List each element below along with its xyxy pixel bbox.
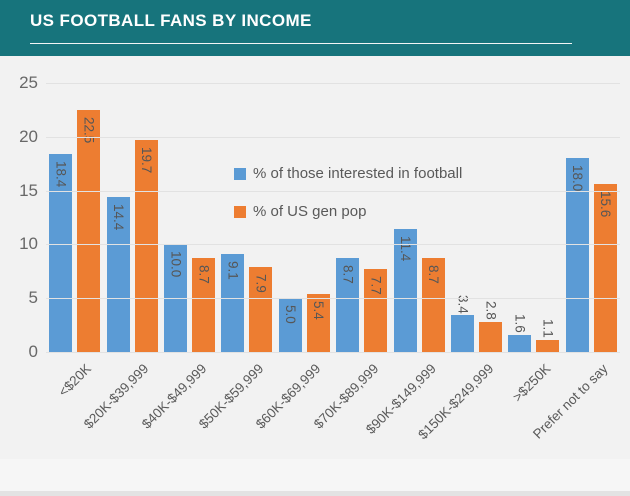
gridline-0 — [46, 352, 620, 353]
bar-value-label: 10.0 — [168, 251, 184, 278]
title-underline — [30, 43, 572, 44]
bar: 7.9 — [249, 267, 273, 352]
legend-swatch-icon — [234, 167, 246, 180]
chart-title: US FOOTBALL FANS BY INCOME — [30, 11, 312, 30]
bar: 1.1 — [536, 319, 560, 352]
bar: 2.8 — [479, 301, 503, 352]
gridline-15 — [46, 190, 620, 192]
legend-swatch-icon — [234, 205, 246, 218]
x-axis-labels: <$20K $20K-$39,999 $40K-$49,999 $50K-$59,99… — [46, 354, 620, 494]
bar-value-label: 18.0 — [570, 165, 586, 192]
bar: 5.0 — [278, 298, 302, 352]
bar-group: 18.0 15.6 — [563, 83, 620, 352]
bar-group: 1.6 1.1 — [505, 83, 562, 352]
legend-item: % of those interested in football — [234, 165, 462, 182]
x-category-label: <$20K — [55, 361, 95, 400]
bar-value-label: 7.7 — [368, 276, 384, 295]
bar-value-label: 19.7 — [138, 147, 154, 174]
bar: 8.7 — [336, 258, 360, 352]
bar: 19.7 — [134, 140, 158, 352]
legend-label: % of US gen pop — [253, 203, 367, 220]
bar: 22.5 — [77, 109, 101, 352]
bar-value-label: 3.4 — [455, 294, 471, 314]
x-category-label: >$250K — [509, 361, 554, 405]
bar: 1.6 — [508, 314, 532, 352]
y-tick-label: 5 — [28, 288, 38, 308]
bar-value-label: 1.1 — [540, 319, 556, 339]
plot-area: 18.4 22.5 14.4 19.7 10.0 8.7 9.1 7.9 5.0 5.4 8.7 7.… — [46, 83, 620, 353]
bar-value-label: 5.4 — [311, 300, 327, 320]
bar: 15.6 — [593, 184, 617, 352]
lower-band — [0, 459, 630, 491]
gridline-5 — [46, 298, 620, 300]
bar: 11.4 — [393, 229, 417, 352]
bar-groups: 18.4 22.5 14.4 19.7 10.0 8.7 9.1 7.9 5.0 5.4 8.7 7.… — [46, 83, 620, 352]
bar: 8.7 — [192, 258, 216, 352]
y-tick-label: 20 — [19, 126, 38, 146]
bar-value-label: 14.4 — [110, 204, 126, 231]
chart-header: US FOOTBALL FANS BY INCOME — [0, 0, 630, 56]
bar-group: 8.7 7.7 — [333, 83, 390, 352]
bar-group: 5.0 5.4 — [276, 83, 333, 352]
bar: 18.4 — [49, 154, 73, 352]
legend-item: % of US gen pop — [234, 203, 366, 220]
bar: 9.1 — [221, 254, 245, 352]
bar: 3.4 — [451, 295, 475, 352]
bar-value-label: 7.9 — [253, 274, 269, 293]
y-tick-label: 0 — [28, 342, 38, 361]
bar-value-label: 18.4 — [53, 161, 69, 188]
gridline-20 — [46, 136, 620, 138]
legend-label: % of those interested in football — [253, 165, 463, 182]
bar-value-label: 1.6 — [512, 314, 528, 333]
y-tick-label: 15 — [19, 180, 38, 200]
bar: 14.4 — [106, 197, 130, 352]
bar: 7.7 — [364, 269, 388, 352]
bar-value-label: 22.5 — [81, 116, 97, 144]
gridline-25 — [46, 83, 620, 84]
bar-value-label: 8.7 — [340, 265, 356, 285]
y-tick-label: 10 — [19, 234, 38, 254]
bar-group: 10.0 8.7 — [161, 83, 218, 352]
bottom-strip — [0, 491, 630, 496]
gridline-10 — [46, 244, 620, 246]
y-axis-labels: 0 5 10 15 20 25 — [0, 73, 38, 361]
bar-group: 3.4 2.8 — [448, 83, 505, 352]
bar: 18.0 — [565, 158, 589, 352]
bar: 8.7 — [421, 258, 445, 352]
bar-value-label: 8.7 — [196, 265, 212, 285]
bar-group: 14.4 19.7 — [103, 83, 160, 352]
bar-value-label: 9.1 — [225, 261, 241, 280]
bar-value-label: 15.6 — [598, 191, 614, 218]
bar-value-label: 11.4 — [397, 236, 413, 262]
bar-value-label: 8.7 — [425, 265, 441, 285]
bar-value-label: 5.0 — [283, 305, 299, 324]
bar-group: 11.4 8.7 — [390, 83, 447, 352]
bar: 5.4 — [306, 293, 330, 352]
bar-group: 18.4 22.5 — [46, 83, 103, 352]
bar-value-label: 2.8 — [483, 301, 499, 320]
bar-group: 9.1 7.9 — [218, 83, 275, 352]
y-tick-label: 25 — [19, 73, 38, 92]
